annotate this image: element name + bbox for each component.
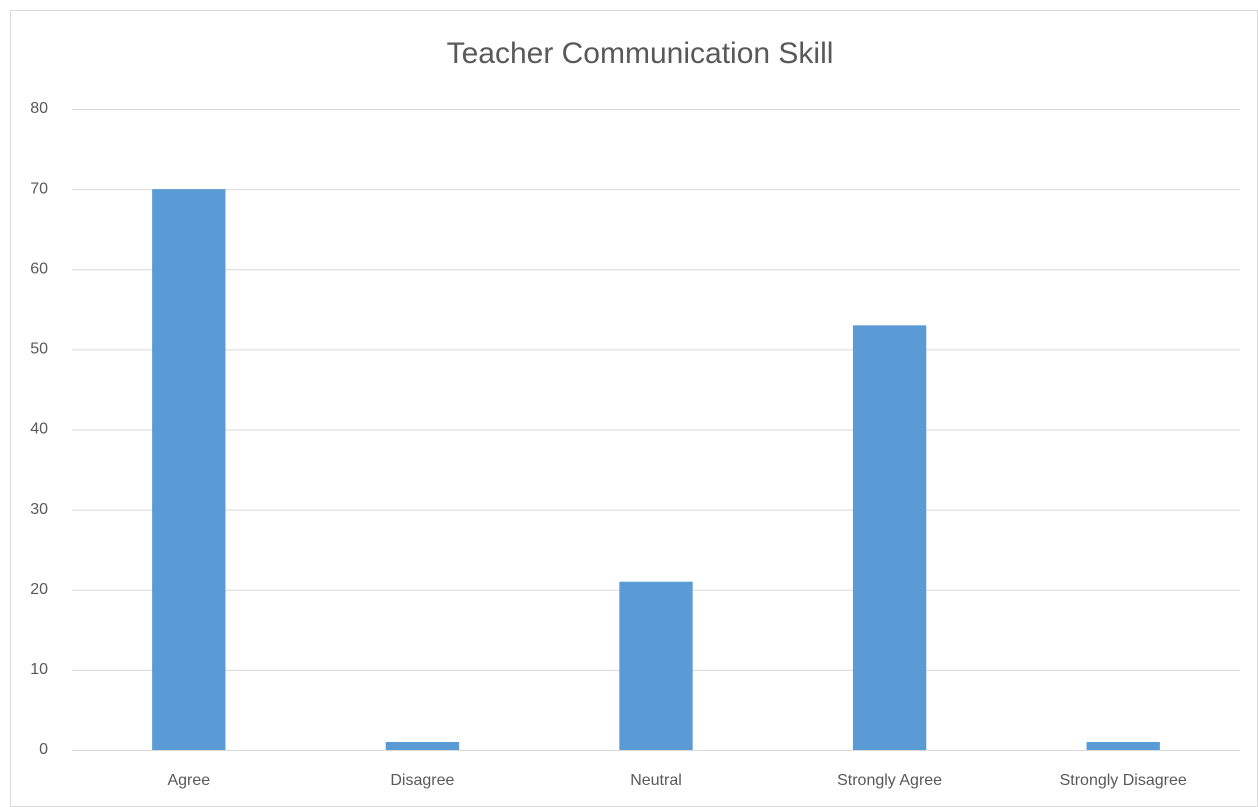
y-tick-label: 60 — [30, 260, 48, 277]
x-tick-label: Agree — [167, 772, 210, 789]
bar — [852, 325, 927, 750]
bar — [1086, 741, 1160, 750]
y-tick-label: 30 — [30, 501, 48, 518]
x-tick-label: Strongly Disagree — [1060, 772, 1187, 789]
chart-title: Teacher Communication Skill — [447, 37, 834, 70]
y-tick-label: 80 — [30, 100, 48, 117]
x-tick-label: Strongly Agree — [837, 772, 942, 789]
y-tick-label: 40 — [30, 421, 48, 438]
y-tick-label: 10 — [30, 661, 48, 678]
bar — [385, 741, 460, 750]
bar — [619, 581, 693, 750]
y-tick-label: 20 — [30, 581, 48, 598]
x-tick-label: Neutral — [630, 772, 682, 789]
y-tick-label: 70 — [30, 180, 48, 197]
x-tick-label: Disagree — [390, 772, 454, 789]
bar — [152, 189, 226, 750]
y-tick-label: 0 — [39, 741, 48, 758]
y-tick-label: 50 — [30, 341, 48, 358]
